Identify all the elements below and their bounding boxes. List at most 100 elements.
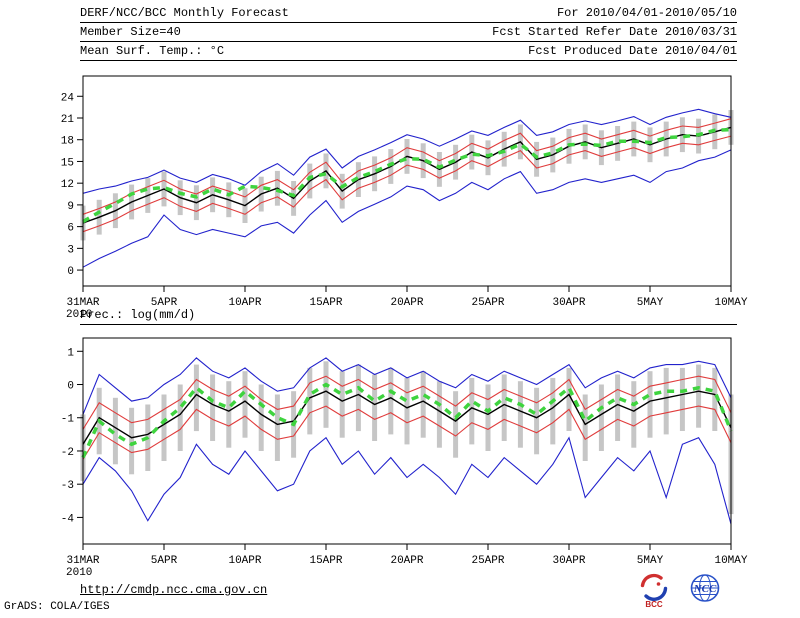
y-tick-label: -3 (61, 480, 74, 492)
bcc-logo-red-arc-icon (640, 573, 663, 588)
spread-bar (696, 364, 702, 428)
spread-bar (534, 387, 540, 455)
member-size-label: Member Size=40 (80, 25, 181, 39)
series-lower-quartile (82, 405, 732, 460)
bcc-logo: BCC (640, 573, 668, 609)
spread-bar (598, 384, 604, 451)
x-tick-label: 31MAR (66, 555, 99, 567)
x-tick-label: 25APR (471, 297, 504, 309)
spread-bar (436, 381, 442, 448)
spread-bar (615, 374, 621, 441)
spread-bar (258, 384, 264, 451)
spread-bar (517, 381, 523, 448)
y-tick-label: 3 (67, 244, 74, 256)
y-tick-label: -2 (61, 447, 74, 459)
grads-credit: GrADS: COLA/IGES (4, 601, 110, 613)
temp-panel-title: Mean Surf. Temp.: °C (80, 44, 225, 58)
spread-bar (631, 381, 637, 448)
series-ensemble-mean (82, 390, 732, 445)
fcst-refer-date: Fcst Started Refer Date 2010/03/31 (492, 25, 737, 39)
series-lower-quartile (82, 135, 732, 233)
y-tick-label: 9 (67, 201, 74, 213)
x-tick-label: 15APR (309, 297, 342, 309)
series-ensemble-max (82, 357, 732, 415)
y-tick-label: 18 (61, 136, 74, 148)
source-url: http://cmdp.ncc.cma.gov.cn (80, 583, 268, 597)
axes: 0 3 6 9 12 15 18 21 24 31MAR 5APR 10APR 15APR 20APR 25… (61, 92, 748, 318)
x-axis-year-label: 2010 (66, 567, 92, 579)
ensemble-spread-bars (80, 361, 734, 515)
series-ensemble-max (82, 108, 732, 194)
precip-panel-title-row: Prec.: log(mm/d) (80, 308, 737, 325)
spread-bar (485, 384, 491, 451)
y-tick-label: 15 (61, 157, 74, 169)
spread-bar (323, 361, 329, 428)
x-tick-label: 10MAY (714, 297, 747, 309)
series-ensemble-min (82, 149, 732, 268)
forecast-title: DERF/NCC/BCC Monthly Forecast (80, 6, 289, 20)
header-row-1: DERF/NCC/BCC Monthly Forecast For 2010/0… (80, 4, 737, 23)
y-tick-label: 24 (61, 92, 75, 104)
y-tick-label: -4 (61, 513, 75, 525)
series-observation (81, 382, 733, 459)
spread-bar (193, 364, 199, 432)
spread-bar (112, 397, 118, 465)
x-tick-label: 5MAY (637, 297, 664, 309)
bcc-logo-blue-arc-icon (644, 586, 668, 601)
x-tick-label: 15APR (309, 555, 342, 567)
spread-bar (177, 384, 183, 451)
y-tick-label: -1 (61, 414, 75, 426)
x-tick-label: 10APR (228, 297, 261, 309)
spread-bar (663, 367, 669, 435)
x-tick-label: 20APR (390, 297, 423, 309)
spread-bar (501, 374, 507, 441)
x-tick-label: 30APR (552, 297, 585, 309)
x-tick-label: 31MAR (66, 297, 99, 309)
y-tick-label: 12 (61, 179, 74, 191)
x-tick-label: 25APR (471, 555, 504, 567)
precip-panel-title: Prec.: log(mm/d) (80, 308, 196, 322)
x-axis-year-label: 2010 (66, 309, 92, 318)
y-tick-label: 1 (67, 347, 74, 359)
ncc-logo: NCC (690, 574, 720, 602)
spread-bar (161, 394, 167, 461)
spread-bar (372, 374, 378, 441)
x-tick-label: 30APR (552, 555, 585, 567)
spread-bar (550, 377, 556, 445)
spread-bar (274, 394, 280, 461)
spread-bar (582, 394, 588, 461)
spread-bar (210, 374, 216, 441)
series-observation (82, 127, 732, 224)
y-tick-label: 0 (67, 381, 74, 393)
header-row-2: Member Size=40 Fcst Started Refer Date 2… (80, 23, 737, 42)
x-tick-label: 10APR (228, 555, 261, 567)
series-upper-quartile (82, 375, 732, 430)
y-tick-label: 21 (61, 114, 75, 126)
y-tick-label: 6 (67, 223, 74, 235)
spread-bar (647, 371, 653, 438)
spread-bar (566, 367, 572, 431)
header: DERF/NCC/BCC Monthly Forecast For 2010/0… (80, 4, 737, 61)
bcc-logo-dot-icon (656, 582, 661, 586)
x-tick-label: 10MAY (714, 555, 747, 567)
spread-bar (129, 407, 135, 475)
x-tick-label: 5MAY (637, 555, 664, 567)
ncc-logo-label: NCC (693, 583, 717, 595)
spread-bar (307, 367, 313, 435)
axes: -4 -3 -2 -1 0 1 31MAR 5APR 10APR 15APR 20APR 25APR 3… (61, 347, 748, 579)
fcst-produced-date: Fcst Produced Date 2010/04/01 (528, 44, 737, 58)
spread-bar (355, 364, 361, 432)
spread-bar (469, 377, 475, 445)
series-ensemble-min (82, 436, 732, 525)
spread-bar (453, 391, 459, 458)
spread-bar (226, 381, 232, 448)
x-tick-label: 5APR (151, 555, 178, 567)
forecast-period: For 2010/04/01-2010/05/10 (556, 6, 737, 20)
series-upper-quartile (82, 118, 732, 215)
spread-bar (242, 371, 248, 438)
bcc-logo-label: BCC (645, 600, 663, 609)
x-tick-label: 20APR (390, 555, 423, 567)
spread-bar (388, 367, 394, 435)
precipitation-chart: -4 -3 -2 -1 0 1 31MAR 5APR 10APR 15APR 20APR 25APR 3… (61, 337, 748, 579)
